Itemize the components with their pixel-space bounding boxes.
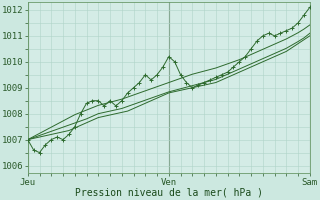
X-axis label: Pression niveau de la mer( hPa ): Pression niveau de la mer( hPa ) xyxy=(75,188,263,198)
